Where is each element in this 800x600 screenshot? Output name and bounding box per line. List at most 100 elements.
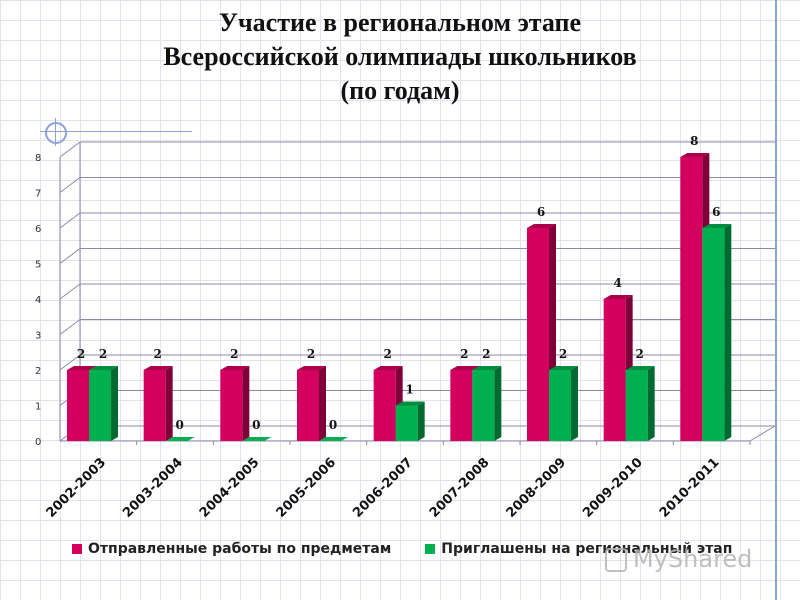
legend-swatch-series2 [425,544,436,554]
bar-front [603,299,626,441]
x-tick-label: 2004-2005 [197,455,263,521]
gridline-slant [59,283,81,300]
bar-front [450,370,473,441]
y-tick-label: 1 [35,402,41,413]
bar-series2 [702,224,732,441]
bar-series2 [395,401,425,441]
data-label-series1: 2 [460,347,468,361]
legend-item-series1: Отправленные работы по предметам [72,541,391,557]
data-label-series2: 2 [559,347,567,361]
gridline-slant [59,248,81,264]
bar-zero-top [319,437,348,441]
bar-top [297,366,326,370]
x-tick-label: 2007-2008 [427,455,493,521]
bar-front [297,370,319,441]
bar-front [395,405,418,441]
bar-zero-top [165,437,195,441]
bar-side [494,366,502,441]
data-label-series1: 6 [537,205,545,219]
bar-series2 [625,366,655,441]
y-tick-label: 0 [35,437,41,448]
bar-front [472,370,495,441]
data-label-series1: 2 [153,347,161,361]
bar-series1 [220,366,250,441]
decorative-horizontal-line [40,131,192,132]
bar-side [111,366,118,441]
x-tick-label: 2002-2003 [44,455,110,521]
x-tick-label: 2010-2011 [657,455,723,521]
data-label-series1: 8 [690,134,698,148]
title-line-3: (по годам) [340,76,460,105]
bar-side [647,366,655,441]
data-label-series1: 2 [77,347,85,361]
x-tick-label: 2008-2009 [504,455,570,521]
chart-title: Участие в региональном этапе Всероссийск… [0,6,800,108]
gridline-slant [59,141,81,158]
watermark-icon [605,548,627,572]
bar-front [625,370,648,441]
bar-series2 [319,437,348,441]
gridline-slant [59,319,81,335]
bar-top [603,295,633,299]
bar-front [549,370,571,441]
y-tick-label: 3 [35,331,41,342]
bar-top [373,366,403,370]
x-tick-label: 2005-2006 [274,455,340,521]
bar-top [450,366,480,370]
bar-front [89,370,111,441]
data-label-series2: 1 [405,383,413,397]
watermark: MyShared [605,545,752,573]
data-label-series2: 2 [635,347,643,361]
bar-front [67,370,89,441]
data-label-series2: 0 [175,418,183,432]
bar-series2 [242,437,272,441]
bar-front [220,370,243,441]
data-label-series2: 2 [482,347,490,361]
bar-front [527,228,549,441]
bar-layer [67,153,732,441]
data-label-series1: 4 [613,276,621,290]
bar-side [319,366,326,441]
y-tick-label: 7 [35,189,41,200]
data-label-series2: 0 [329,418,337,432]
bar-series2 [549,366,578,441]
data-label-series1: 2 [230,347,238,361]
bar-series1 [297,366,326,441]
title-line-1: Участие в региональном этапе [218,8,582,37]
bar-zero-top [242,437,272,441]
floor-right-edge [749,425,776,442]
bar-side [724,224,732,441]
bar-series2 [472,366,502,441]
legend: Отправленные работы по предметам Приглаш… [72,541,766,557]
bar-top [89,366,118,370]
decorative-vertical-line [775,0,777,600]
bar-series1 [143,366,173,441]
bar-top [472,366,502,370]
gridline-slant [59,177,81,193]
bar-front [143,370,166,441]
decorative-circle-line [55,118,56,146]
bar-top [680,153,710,157]
data-label-series2: 0 [252,418,260,432]
gridline-slant [59,212,81,229]
bar-front [702,228,725,441]
y-tick-label: 6 [35,224,41,235]
bar-top [67,366,96,370]
legend-swatch-series1 [72,544,82,554]
x-tick-label: 2003-2004 [120,455,186,521]
y-tick-label: 8 [35,153,41,164]
bar-top [395,401,425,406]
x-tick-label: 2009-2010 [580,455,646,521]
bar-front [680,157,703,441]
data-label-series2: 2 [99,347,107,361]
bar-top [143,366,173,370]
legend-item-series2: Приглашены на региональный этап [425,541,732,557]
data-label-series1: 2 [383,347,391,361]
bar-series2 [165,437,195,441]
watermark-text: MyShared [633,545,753,573]
bar-top [527,224,556,228]
bar-front [373,370,396,441]
bar-top [702,224,732,228]
